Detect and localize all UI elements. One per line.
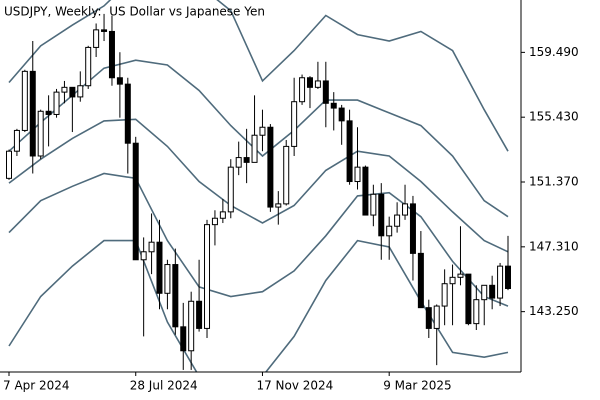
candle-body	[156, 241, 163, 294]
candle-body	[164, 264, 171, 294]
candle-body	[77, 85, 84, 98]
candle-body	[45, 110, 52, 115]
candle-body	[69, 86, 76, 98]
candle-body	[219, 211, 226, 219]
candle-body	[267, 126, 274, 208]
candle-body	[409, 203, 416, 254]
candle-body	[124, 83, 131, 144]
candle-body	[449, 276, 456, 285]
candle-body	[13, 129, 20, 152]
x-tick-label: 9 Mar 2025	[383, 379, 451, 393]
candle-body	[85, 46, 92, 87]
candle-body	[346, 120, 353, 183]
candle-body	[259, 126, 266, 136]
candle-body	[188, 300, 195, 352]
candle-body	[378, 193, 385, 237]
candle-body	[227, 166, 234, 213]
candle-body	[172, 264, 179, 328]
candle-body	[204, 224, 211, 329]
candle-body	[21, 70, 28, 131]
candle-body	[275, 203, 282, 208]
plot-area	[6, 0, 511, 372]
band-line	[8, 59, 509, 218]
y-tick-label: 151.370	[529, 175, 579, 189]
candle-body	[338, 107, 345, 122]
candle-body	[425, 307, 432, 329]
candle-body	[148, 241, 155, 253]
candle-body	[140, 251, 147, 261]
candle-body	[362, 166, 369, 216]
candle-body	[306, 77, 313, 88]
candle-body	[93, 29, 100, 48]
candle-body	[101, 29, 108, 32]
candle-body	[29, 70, 36, 157]
candle-body	[61, 86, 68, 93]
candle-body	[53, 91, 60, 115]
candle-body	[433, 305, 440, 329]
y-tick-label: 147.310	[529, 239, 579, 253]
candle-body	[314, 80, 321, 88]
candle-body	[473, 299, 480, 325]
candle-body	[283, 145, 290, 205]
band-line	[8, 172, 509, 307]
candle-body	[211, 217, 218, 226]
candle-body	[299, 77, 306, 103]
chart-title: USDJPY, Weekly: US Dollar vs Japanese Ye…	[4, 5, 265, 19]
candle-body	[386, 225, 393, 237]
candle-body	[180, 326, 187, 352]
x-tick-label: 28 Jul 2024	[130, 379, 198, 393]
candle-body	[417, 252, 424, 309]
candle-body	[497, 265, 504, 299]
candle-body	[322, 80, 329, 104]
candle-body	[481, 284, 488, 301]
candle-body	[291, 101, 298, 147]
y-tick-label: 143.250	[529, 304, 579, 318]
x-tick-label: 7 Apr 2024	[3, 379, 70, 393]
candle-body	[235, 157, 242, 168]
band-line	[8, 118, 509, 253]
y-tick-label: 155.430	[529, 110, 579, 124]
candle-body	[37, 110, 44, 157]
band-line	[8, 0, 509, 152]
candle-body	[108, 30, 115, 79]
candle-body	[505, 265, 511, 289]
candle-body	[402, 203, 409, 216]
candle-body	[489, 284, 496, 299]
candle-body	[196, 300, 203, 329]
y-tick-label: 159.490	[529, 45, 579, 59]
candle-body	[457, 273, 464, 278]
candle-body	[6, 150, 12, 179]
candle-body	[116, 77, 123, 85]
candle-body	[243, 157, 250, 163]
candle-body	[132, 142, 139, 261]
candle-body	[394, 214, 401, 227]
candle-body	[441, 283, 448, 307]
candle-body	[354, 166, 361, 183]
candle-body	[465, 273, 472, 325]
candle-body	[251, 134, 258, 163]
candle-body	[370, 193, 377, 216]
x-tick-label: 17 Nov 2024	[256, 379, 333, 393]
candle-body	[330, 102, 337, 109]
